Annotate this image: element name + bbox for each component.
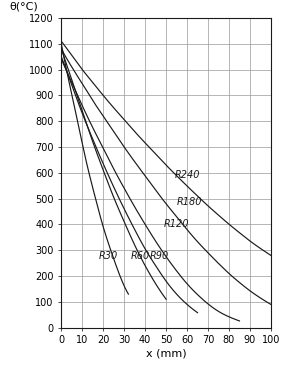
Text: R60: R60	[131, 251, 150, 261]
Text: R120: R120	[164, 219, 189, 229]
Text: R90: R90	[149, 251, 168, 261]
Text: R240: R240	[174, 170, 200, 180]
X-axis label: x (mm): x (mm)	[146, 348, 187, 358]
Y-axis label: θ(°C): θ(°C)	[9, 2, 38, 12]
Text: R180: R180	[177, 197, 202, 207]
Text: R30: R30	[99, 251, 118, 261]
